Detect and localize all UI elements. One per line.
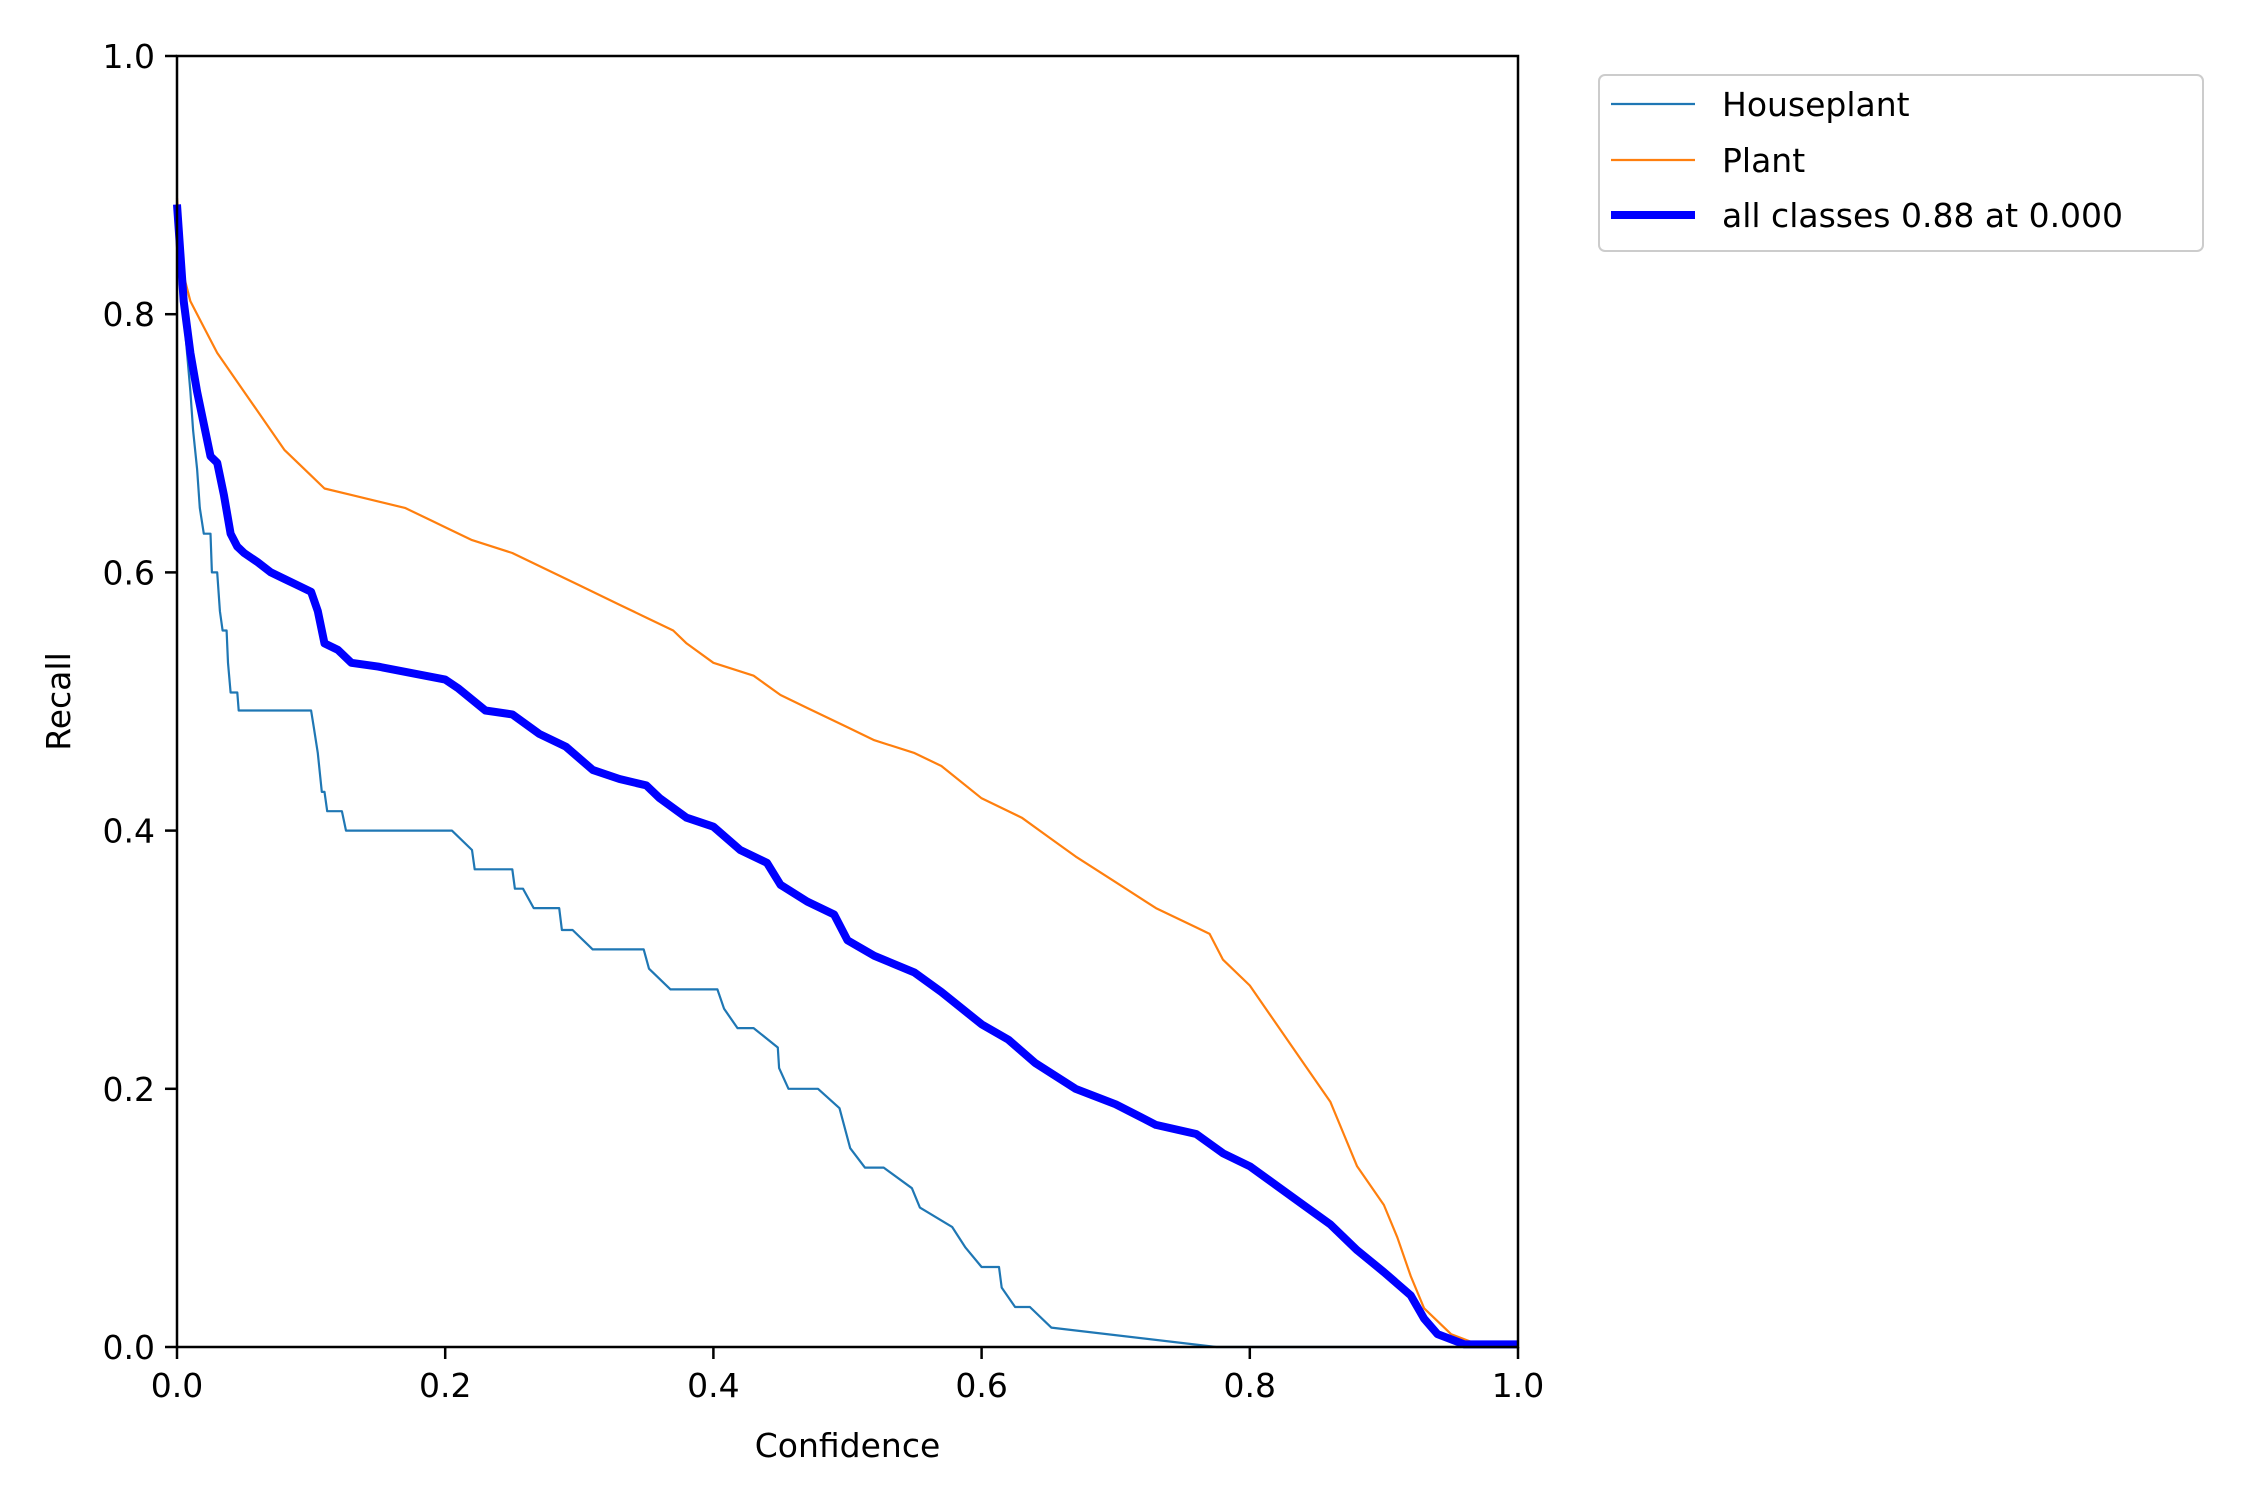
y-tick-label: 1.0 xyxy=(103,37,155,76)
y-tick-label: 0.8 xyxy=(103,295,155,334)
legend-label-plant: Plant xyxy=(1722,141,1805,180)
x-tick-label: 1.0 xyxy=(1492,1366,1544,1405)
legend-label-houseplant: Houseplant xyxy=(1722,85,1910,124)
legend-box xyxy=(1598,74,2204,252)
x-tick-label: 0.0 xyxy=(151,1366,203,1405)
y-axis-label: Recall xyxy=(39,652,78,750)
y-tick-label: 0.4 xyxy=(103,812,155,851)
x-tick-label: 0.8 xyxy=(1224,1366,1276,1405)
y-tick-label: 0.2 xyxy=(103,1070,155,1109)
x-tick-label: 0.2 xyxy=(419,1366,471,1405)
ticks-layer: 0.0 0.2 0.4 0.6 0.8 1.0 0.0 0.2 0.4 0.6 0.8 1.0 xyxy=(103,37,1545,1405)
legend: Houseplant Plant all classes 0.88 at 0.0… xyxy=(1598,74,2204,252)
y-tick-label: 0.6 xyxy=(103,553,155,592)
y-tick-label: 0.0 xyxy=(103,1328,155,1367)
x-tick-label: 0.6 xyxy=(955,1366,1007,1405)
axes-frame xyxy=(175,54,1520,1349)
legend-label-all-classes: all classes 0.88 at 0.000 xyxy=(1722,196,2123,235)
series-layer xyxy=(173,197,1518,1349)
series-line-plant xyxy=(175,197,1518,1346)
x-tick-label: 0.4 xyxy=(687,1366,739,1405)
x-axis-label: Confidence xyxy=(755,1426,941,1465)
series-line-all-classes-0-88-at-0-000 xyxy=(173,204,1518,1349)
series-line-houseplant xyxy=(175,223,1518,1349)
